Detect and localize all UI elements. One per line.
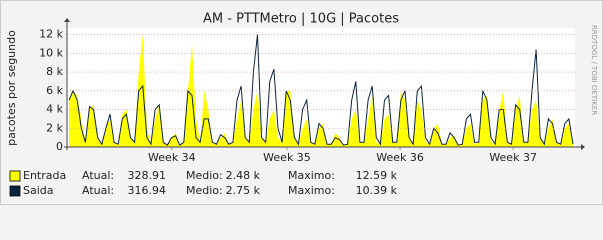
legend-label: Entrada (23, 169, 66, 182)
y-tick-label: 12 k (39, 28, 63, 41)
legend-stat-value: 2.48 k (226, 169, 261, 182)
legend-swatch (9, 185, 21, 197)
y-tick-label: 2 k (46, 121, 63, 134)
chart-title: AM - PTTMetro | 10G | Pacotes (203, 12, 399, 27)
legend-stat-value: 10.39 k (356, 184, 398, 197)
y-axis-label: pacotes por segundo (5, 30, 18, 146)
y-tick-label: 10 k (39, 46, 63, 59)
x-tick-label: Week 35 (263, 151, 311, 164)
legend-stat-label: Maximo: (288, 169, 335, 182)
area (69, 34, 573, 147)
page: {"chart_data": {"type": "area-line", "ti… (0, 0, 603, 205)
arrow (64, 18, 70, 22)
legend-label: Saida (23, 184, 54, 197)
y-tick-label: 8 k (46, 65, 63, 78)
legend-swatch (9, 170, 21, 182)
legend-stat-label: Medio: (186, 184, 223, 197)
y-tick-label: 4 k (46, 103, 63, 116)
chart: AM - PTTMetro | 10G | Pacotes pacotes po… (0, 0, 603, 205)
x-tick-label: Week 37 (489, 151, 537, 164)
legend-stat-label: Medio: (186, 169, 223, 182)
x-tick-label: Week 34 (148, 151, 196, 164)
y-tick-label: 0 (56, 140, 63, 153)
line (68, 34, 574, 146)
legend-stat-value: 2.75 k (226, 184, 261, 197)
legend-stat-value: 12.59 k (356, 169, 398, 182)
y-tick-label: 6 k (46, 84, 63, 97)
legend-stat-value: 328.91 (128, 169, 167, 182)
legend-stat-value: 316.94 (128, 184, 167, 197)
legend-stat-label: Maximo: (288, 184, 335, 197)
legend-stat-label: Atual: (82, 184, 114, 197)
legend-stat-label: Atual: (82, 169, 114, 182)
watermark: RRDTOOL / TOBI OETIKER (590, 25, 598, 115)
arrow (581, 144, 585, 150)
x-tick-label: Week 36 (376, 151, 424, 164)
